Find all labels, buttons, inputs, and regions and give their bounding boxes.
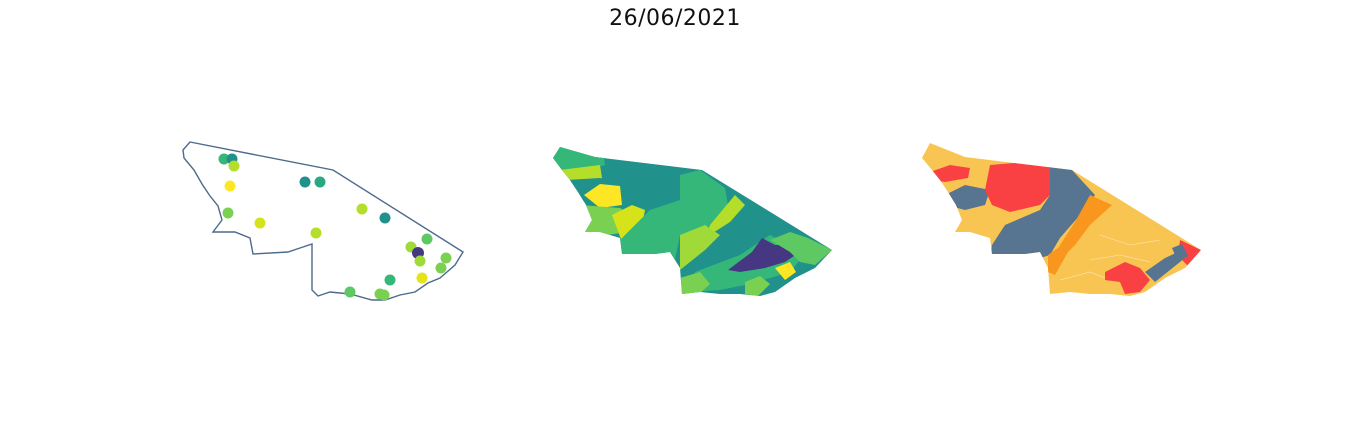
- region-borders: [1059, 234, 1161, 281]
- map-region: [620, 195, 690, 260]
- choropleth-regions: [922, 143, 1201, 296]
- state-outline: [182, 141, 464, 301]
- map-region: [1178, 240, 1201, 266]
- map-point: [378, 289, 390, 301]
- map-region: [990, 160, 1095, 260]
- map-point: [299, 176, 311, 188]
- map-region: [745, 276, 770, 296]
- map-region: [775, 262, 796, 280]
- map-point: [222, 207, 234, 219]
- map-region: [985, 160, 1055, 212]
- map-point: [228, 160, 240, 172]
- map-region: [705, 195, 745, 238]
- map-point: [416, 272, 428, 284]
- map-point: [310, 227, 322, 239]
- map-region: [770, 232, 832, 265]
- map-region: [930, 165, 970, 182]
- figure-title: 26/06/2021: [609, 6, 741, 31]
- map-point: [421, 233, 433, 245]
- map-point: [435, 262, 447, 274]
- map-region: [1172, 244, 1188, 262]
- map-point: [379, 212, 391, 224]
- map-region: [1145, 252, 1185, 282]
- map-point: [314, 176, 326, 188]
- map-region: [584, 184, 622, 208]
- map-region: [1048, 245, 1068, 275]
- map-region: [680, 272, 710, 295]
- map-region: [945, 185, 990, 210]
- map-point: [218, 153, 230, 165]
- map-point: [440, 252, 452, 264]
- map-region: [1105, 262, 1150, 294]
- map-point: [224, 180, 236, 192]
- map-region: [680, 170, 728, 250]
- map-point: [384, 274, 396, 286]
- map-point: [414, 255, 426, 267]
- map-region: [680, 225, 720, 270]
- map-region: [1052, 195, 1112, 262]
- data-points: [218, 153, 452, 301]
- map-point: [356, 203, 368, 215]
- map-point: [254, 217, 266, 229]
- map-point: [344, 286, 356, 298]
